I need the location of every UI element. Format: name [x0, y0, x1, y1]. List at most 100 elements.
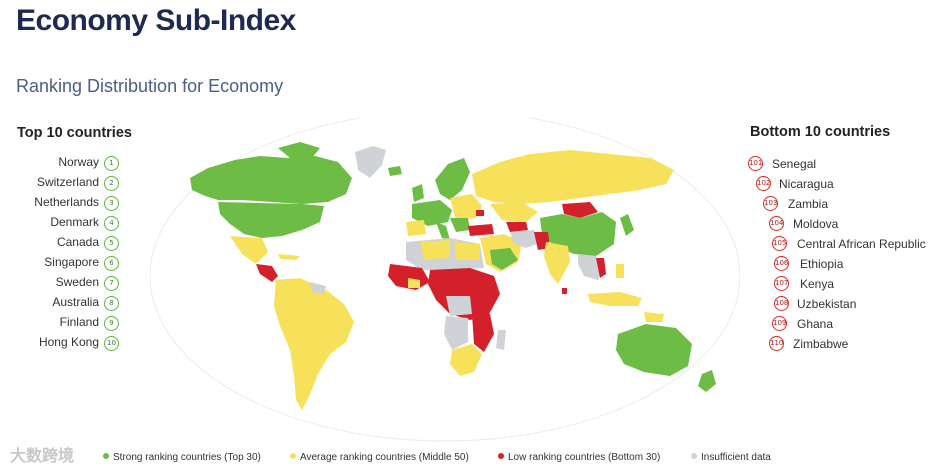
country-name: Moldova	[793, 217, 839, 231]
list-item: 102 Nicaragua	[748, 175, 943, 195]
list-item: Netherlands 3	[0, 194, 122, 214]
rank-badge: 4	[104, 216, 119, 231]
region-uzbekistan	[506, 222, 528, 232]
list-item: 105 Central African Republic	[748, 235, 943, 255]
country-name: Finland	[59, 315, 99, 329]
rank-badge: 109	[772, 316, 787, 331]
list-item: Australia 8	[0, 294, 122, 314]
rank-badge: 108	[774, 296, 789, 311]
top10-heading: Top 10 countries	[17, 125, 132, 141]
list-item: Canada 5	[0, 234, 122, 254]
legend-label: Average ranking countries (Middle 50)	[300, 452, 469, 463]
list-item: 103 Zambia	[748, 195, 943, 215]
list-item: 101 Senegal	[748, 155, 943, 175]
world-map	[150, 118, 740, 442]
country-name: Denmark	[50, 215, 99, 229]
region-mongolia	[562, 202, 598, 218]
country-name: Kenya	[800, 277, 835, 291]
region-eastern-europe	[450, 194, 482, 220]
legend-item-strong: Strong ranking countries (Top 30)	[103, 452, 261, 463]
legend-item-low: Low ranking countries (Bottom 30)	[498, 452, 660, 463]
rank-badge: 10	[104, 336, 119, 351]
region-southeast-asia	[578, 254, 602, 280]
rank-badge: 7	[104, 276, 119, 291]
list-item: 106 Ethiopia	[748, 255, 943, 275]
region-canadian-islands	[278, 142, 320, 158]
country-name: Ghana	[797, 317, 834, 331]
list-item: 104 Moldova	[748, 215, 943, 235]
bottom10-heading: Bottom 10 countries	[750, 124, 891, 140]
country-name: Australia	[52, 295, 99, 309]
rank-badge: 8	[104, 296, 119, 311]
country-name: Senegal	[772, 157, 817, 171]
legend-label: Low ranking countries (Bottom 30)	[508, 452, 661, 463]
region-drc	[446, 296, 472, 316]
region-moldova	[476, 210, 484, 216]
rank-badge: 110	[769, 336, 784, 351]
list-item: 108 Uzbekistan	[748, 295, 943, 315]
rank-badge: 6	[104, 256, 119, 271]
region-southern-africa	[450, 344, 482, 376]
list-item: Norway 1	[0, 154, 122, 174]
region-caribbean	[278, 254, 300, 260]
legend-swatch-low	[498, 453, 504, 460]
region-png	[644, 312, 664, 322]
country-name: Singapore	[44, 255, 99, 269]
region-greenland	[355, 146, 386, 178]
region-italy	[436, 222, 450, 240]
list-item: Singapore 6	[0, 254, 122, 274]
list-item: Switzerland 2	[0, 174, 122, 194]
page-subtitle: Ranking Distribution for Economy	[16, 76, 284, 96]
legend-label: Strong ranking countries (Top 30)	[113, 452, 261, 463]
region-kazakhstan	[490, 202, 538, 222]
country-name: Hong Kong	[38, 335, 99, 349]
rank-badge: 3	[104, 196, 119, 211]
region-central-america	[256, 264, 278, 282]
region-east-africa	[472, 314, 494, 352]
region-sri-lanka	[562, 288, 567, 294]
region-scandinavia	[435, 158, 470, 200]
region-balkans	[450, 218, 470, 232]
region-iceland	[388, 166, 402, 176]
legend-label: Insufficient data	[701, 452, 771, 463]
region-iran	[510, 230, 542, 248]
region-uk	[412, 184, 424, 202]
legend-swatch-strong	[103, 453, 109, 460]
country-name: Sweden	[55, 275, 99, 289]
region-canada-alaska	[190, 156, 352, 204]
map-legend: Strong ranking countries (Top 30) Averag…	[0, 452, 943, 470]
top10-list: Norway 1 Switzerland 2 Netherlands 3 Denmar…	[0, 154, 122, 354]
rank-badge: 107	[774, 276, 789, 291]
legend-swatch-average	[290, 453, 296, 460]
country-name: Central African Republic	[797, 237, 926, 251]
region-mexico	[230, 236, 268, 264]
country-name: Nicaragua	[779, 177, 834, 191]
country-name: Uzbekistan	[797, 297, 857, 311]
page-title: Economy Sub-Index	[16, 4, 296, 37]
rank-badge: 2	[104, 176, 119, 191]
list-item: Finland 9	[0, 314, 122, 334]
country-name: Zambia	[788, 197, 829, 211]
region-madagascar	[496, 330, 506, 350]
region-western-europe	[412, 200, 452, 226]
rank-badge: 101	[748, 156, 763, 171]
list-item: 109 Ghana	[748, 315, 943, 335]
legend-item-average: Average ranking countries (Middle 50)	[290, 452, 469, 463]
region-vietnam	[596, 258, 606, 278]
list-item: 110 Zimbabwe	[748, 335, 943, 355]
region-west-africa-yellow	[408, 278, 420, 288]
country-name: Norway	[58, 155, 99, 169]
region-philippines	[616, 264, 624, 278]
country-name: Switzerland	[36, 175, 99, 189]
list-item: 107 Kenya	[748, 275, 943, 295]
region-new-zealand	[698, 370, 716, 392]
region-egypt	[454, 242, 480, 260]
rank-badge: 9	[104, 316, 119, 331]
legend-swatch-none	[691, 453, 697, 460]
list-item: Sweden 7	[0, 274, 122, 294]
rank-badge: 105	[772, 236, 787, 251]
rank-badge: 103	[763, 196, 778, 211]
region-algeria-libya	[420, 240, 450, 260]
country-name: Canada	[56, 235, 99, 249]
list-item: Denmark 4	[0, 214, 122, 234]
